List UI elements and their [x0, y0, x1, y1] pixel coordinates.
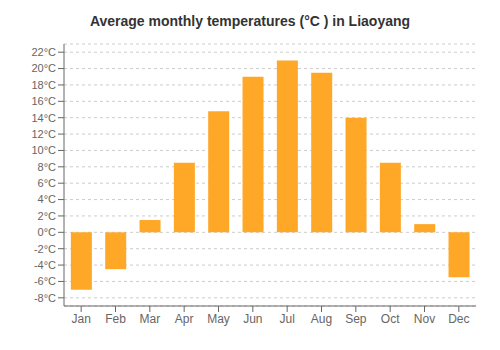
svg-text:18°C: 18°C — [31, 79, 56, 91]
svg-text:Apr: Apr — [175, 312, 194, 326]
svg-text:Dec: Dec — [448, 312, 469, 326]
html-text:Average monthly temperatures (: Average monthly temperatures (°C ) in Li… — [89, 13, 411, 29]
svg-text:16°C: 16°C — [31, 95, 56, 107]
svg-text:Jun: Jun — [243, 312, 262, 326]
svg-text:0°C: 0°C — [38, 226, 57, 238]
svg-text:Sep: Sep — [345, 312, 367, 326]
svg-text:Oct: Oct — [381, 312, 400, 326]
svg-text:Aug: Aug — [311, 312, 332, 326]
svg-text:Jul: Jul — [279, 312, 294, 326]
svg-text:-8°C: -8°C — [34, 292, 56, 304]
svg-text:May: May — [207, 312, 230, 326]
svg-text:8°C: 8°C — [38, 161, 57, 173]
svg-text:Feb: Feb — [105, 312, 126, 326]
svg-text:22°C: 22°C — [31, 46, 56, 58]
svg-text:10°C: 10°C — [31, 144, 56, 156]
svg-text:14°C: 14°C — [31, 112, 56, 124]
svg-text:-4°C: -4°C — [34, 259, 56, 271]
svg-text:4°C: 4°C — [38, 193, 57, 205]
svg-text:6°C: 6°C — [38, 177, 57, 189]
svg-text:Mar: Mar — [139, 312, 160, 326]
svg-text:Nov: Nov — [414, 312, 435, 326]
svg-text:-2°C: -2°C — [34, 243, 56, 255]
svg-text:12°C: 12°C — [31, 128, 56, 140]
svg-text:2°C: 2°C — [38, 210, 57, 222]
svg-text:20°C: 20°C — [31, 62, 56, 74]
svg-text:-6°C: -6°C — [34, 275, 56, 287]
svg-text:Jan: Jan — [71, 312, 90, 326]
